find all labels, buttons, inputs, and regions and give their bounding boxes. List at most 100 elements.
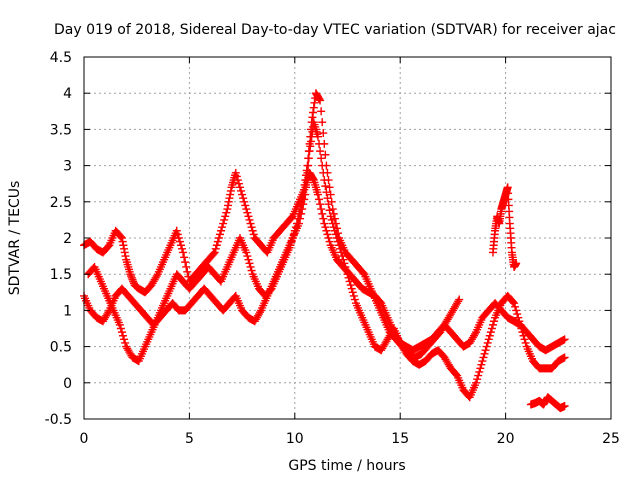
data-point <box>217 226 226 235</box>
data-point <box>181 258 190 267</box>
data-point <box>515 317 524 326</box>
data-point <box>345 277 354 286</box>
y-axis-label: SDTVAR / TECUs <box>7 181 23 296</box>
data-point <box>118 331 127 340</box>
y-tick-label: 3 <box>63 159 72 175</box>
data-point <box>320 139 329 148</box>
data-point <box>213 237 222 246</box>
data-point <box>349 291 358 300</box>
data-point <box>327 197 336 206</box>
data-point <box>249 230 258 239</box>
data-point <box>324 234 333 242</box>
data-point <box>480 349 489 358</box>
data-point <box>183 267 192 276</box>
data-point <box>560 335 569 344</box>
data-point <box>518 328 527 337</box>
data-point <box>486 328 495 337</box>
data-point <box>474 371 483 380</box>
data-point <box>317 107 326 116</box>
y-tick-label: 1.5 <box>50 267 72 283</box>
data-point <box>325 183 334 192</box>
y-tick-label: -0.5 <box>45 412 72 428</box>
data-point <box>173 230 182 239</box>
data-point <box>256 308 265 317</box>
data-point <box>315 95 324 104</box>
data-point <box>301 176 310 185</box>
data-point <box>487 324 496 333</box>
data-point <box>473 375 482 384</box>
data-point <box>118 237 127 246</box>
data-point <box>313 132 322 141</box>
data-point <box>297 200 306 209</box>
data-point <box>119 241 128 250</box>
data-point <box>313 190 322 199</box>
data-point <box>304 147 313 156</box>
data-point <box>323 168 332 177</box>
data-point <box>211 244 220 253</box>
data-point <box>512 306 521 315</box>
chart-title: Day 019 of 2018, Sidereal Day-to-day VTE… <box>54 22 616 38</box>
series-group <box>488 183 521 271</box>
data-point <box>299 190 308 199</box>
data-point <box>218 223 227 232</box>
data-point <box>485 331 494 340</box>
data-point <box>319 214 328 223</box>
data-point <box>303 161 312 170</box>
data-point <box>292 219 301 228</box>
data-point <box>302 171 311 180</box>
data-point <box>308 113 317 122</box>
y-tick-label: 4.5 <box>50 50 72 66</box>
data-point <box>182 262 191 271</box>
plot-frame <box>83 56 612 420</box>
data-point <box>302 166 311 175</box>
data-point <box>290 226 299 235</box>
data-point <box>306 125 315 134</box>
data-points <box>80 89 569 413</box>
y-tick-label: 4 <box>63 86 72 102</box>
data-point <box>287 237 296 246</box>
data-point <box>307 118 316 127</box>
data-point <box>322 161 331 170</box>
data-point <box>215 230 224 239</box>
data-point <box>176 241 185 250</box>
data-point <box>479 353 488 362</box>
data-point <box>514 313 523 322</box>
data-point <box>341 262 350 271</box>
data-point <box>224 201 233 210</box>
series-group <box>526 393 569 413</box>
data-point <box>232 172 241 181</box>
data-point <box>519 331 528 340</box>
data-point <box>115 320 124 329</box>
data-point <box>342 266 351 275</box>
data-point <box>225 194 234 203</box>
data-point <box>340 259 349 268</box>
data-point <box>174 234 183 242</box>
y-tick-label: 1 <box>63 303 72 319</box>
data-point <box>317 154 326 163</box>
data-point <box>291 223 300 232</box>
data-point <box>116 232 125 241</box>
data-point <box>332 224 341 233</box>
data-point <box>321 150 330 159</box>
data-point <box>293 214 302 223</box>
x-axis-label: GPS time / hours <box>288 458 405 474</box>
data-point <box>488 320 497 329</box>
data-point <box>475 367 484 376</box>
data-point <box>344 273 353 282</box>
data-point <box>316 147 325 156</box>
data-point <box>309 108 318 117</box>
data-point <box>243 252 252 261</box>
data-point <box>243 208 252 217</box>
data-point <box>247 223 256 232</box>
data-point <box>298 195 307 204</box>
data-point <box>481 346 490 355</box>
data-point <box>306 132 315 141</box>
data-point <box>560 401 569 410</box>
data-point <box>245 259 254 268</box>
data-point <box>511 302 520 311</box>
data-point <box>210 248 219 257</box>
data-point <box>328 205 337 214</box>
data-point <box>117 328 126 337</box>
